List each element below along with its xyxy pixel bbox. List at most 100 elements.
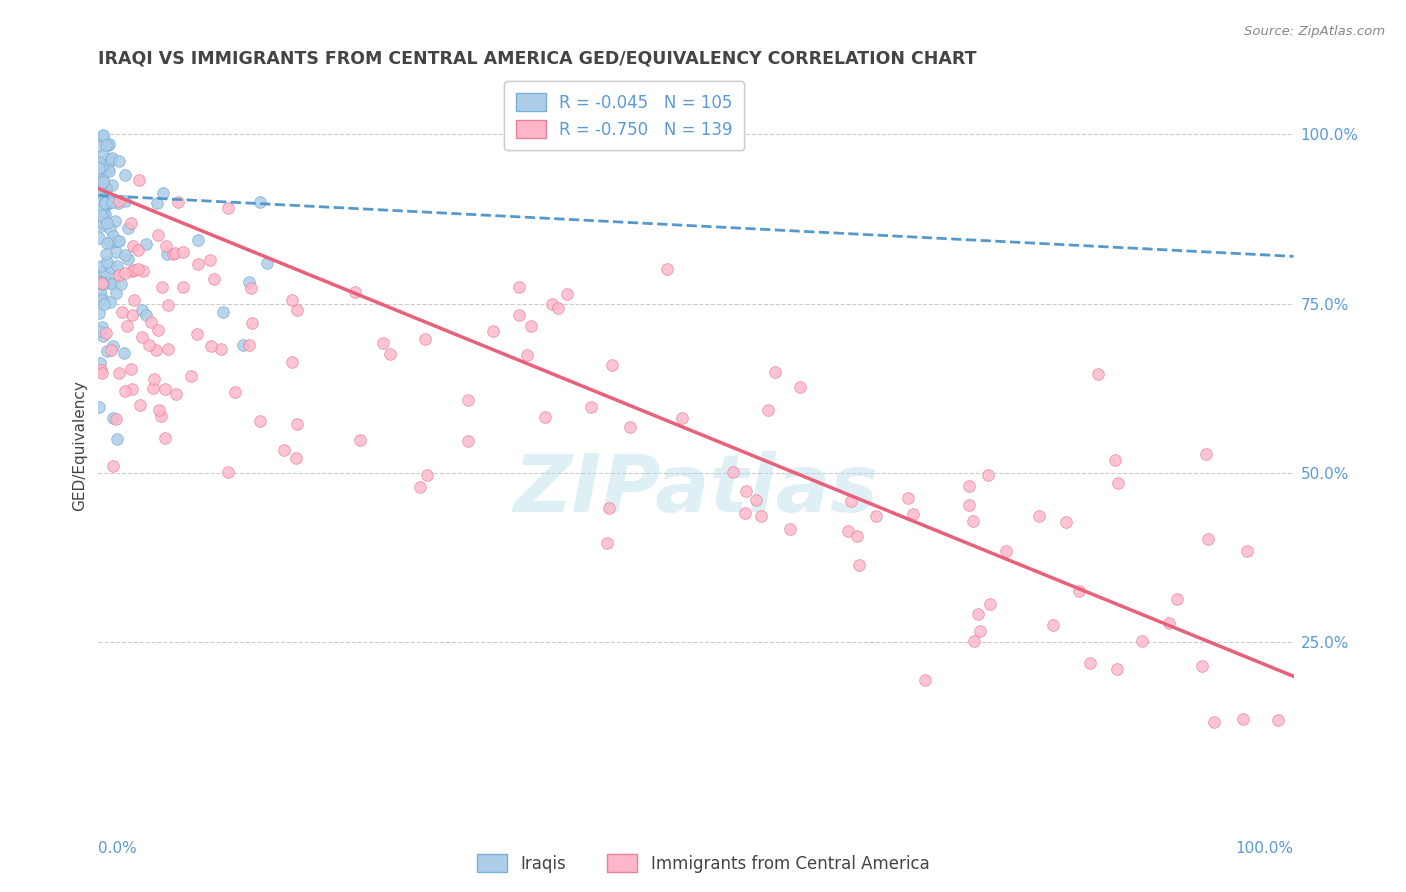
Point [166,195,188,210]
Point [150,409,173,423]
Point [87,161,110,175]
Point [114,194,136,208]
Point [94,138,117,153]
Point [979,597,1001,611]
Text: Source: ZipAtlas.com: Source: ZipAtlas.com [1244,25,1385,38]
Point [600,358,623,372]
Point [87,192,110,206]
Point [96,189,118,203]
Point [94,196,117,211]
Point [671,411,693,425]
Point [91,175,114,189]
Point [90,211,112,226]
Point [508,280,530,294]
Point [240,316,263,330]
Point [994,543,1017,558]
Point [1191,658,1213,673]
Point [96,344,118,359]
Point [114,169,136,183]
Point [93,147,115,161]
Point [117,220,139,235]
Point [91,128,114,142]
Point [153,431,176,445]
Point [98,163,121,178]
Point [91,172,114,186]
Point [90,293,112,308]
Point [957,498,980,512]
Point [94,207,117,221]
Point [409,480,432,494]
Text: 100.0%: 100.0% [1236,841,1294,856]
Point [1107,475,1129,490]
Point [135,308,157,322]
Point [87,178,110,192]
Point [848,558,870,572]
Point [1157,615,1180,630]
Point [128,173,150,187]
Point [139,315,162,329]
Point [114,384,136,398]
Point [108,194,131,209]
Point [150,280,173,294]
Point [745,493,768,508]
Point [107,235,129,249]
Point [1067,583,1090,598]
Point [734,483,756,498]
Point [1054,515,1077,529]
Point [187,257,209,271]
Point [89,170,111,185]
Point [89,139,111,153]
Point [90,319,112,334]
Text: 0.0%: 0.0% [98,841,138,856]
Point [901,507,924,521]
Point [152,186,174,201]
Point [1107,662,1129,676]
Point [87,276,110,290]
Point [749,508,772,523]
Point [94,326,117,341]
Point [105,244,128,259]
Point [1130,634,1153,648]
Point [131,330,153,344]
Point [581,400,603,414]
Point [97,137,120,152]
Point [142,372,165,386]
Point [104,214,127,228]
Point [121,264,143,278]
Point [94,246,117,260]
Point [89,203,111,218]
Point [146,196,169,211]
Point [598,500,620,515]
Point [98,136,121,151]
Point [1195,447,1218,461]
Legend: Iraqis, Immigrants from Central America: Iraqis, Immigrants from Central America [470,847,936,880]
Point [107,234,129,248]
Point [131,302,153,317]
Point [104,234,127,248]
Point [416,467,439,482]
Point [98,295,121,310]
Point [209,342,232,356]
Point [217,201,239,215]
Point [112,346,135,360]
Point [101,228,124,243]
Point [91,277,114,292]
Point [897,491,920,506]
Point [200,339,222,353]
Point [148,402,170,417]
Point [238,275,260,289]
Point [93,329,115,343]
Point [114,266,136,280]
Point [89,231,111,245]
Point [101,410,124,425]
Point [519,318,541,333]
Point [132,263,155,277]
Point [239,280,262,294]
Point [105,260,128,274]
Point [146,227,169,242]
Point [110,277,132,292]
Point [541,297,564,311]
Point [94,165,117,179]
Point [865,509,887,524]
Point [145,343,167,357]
